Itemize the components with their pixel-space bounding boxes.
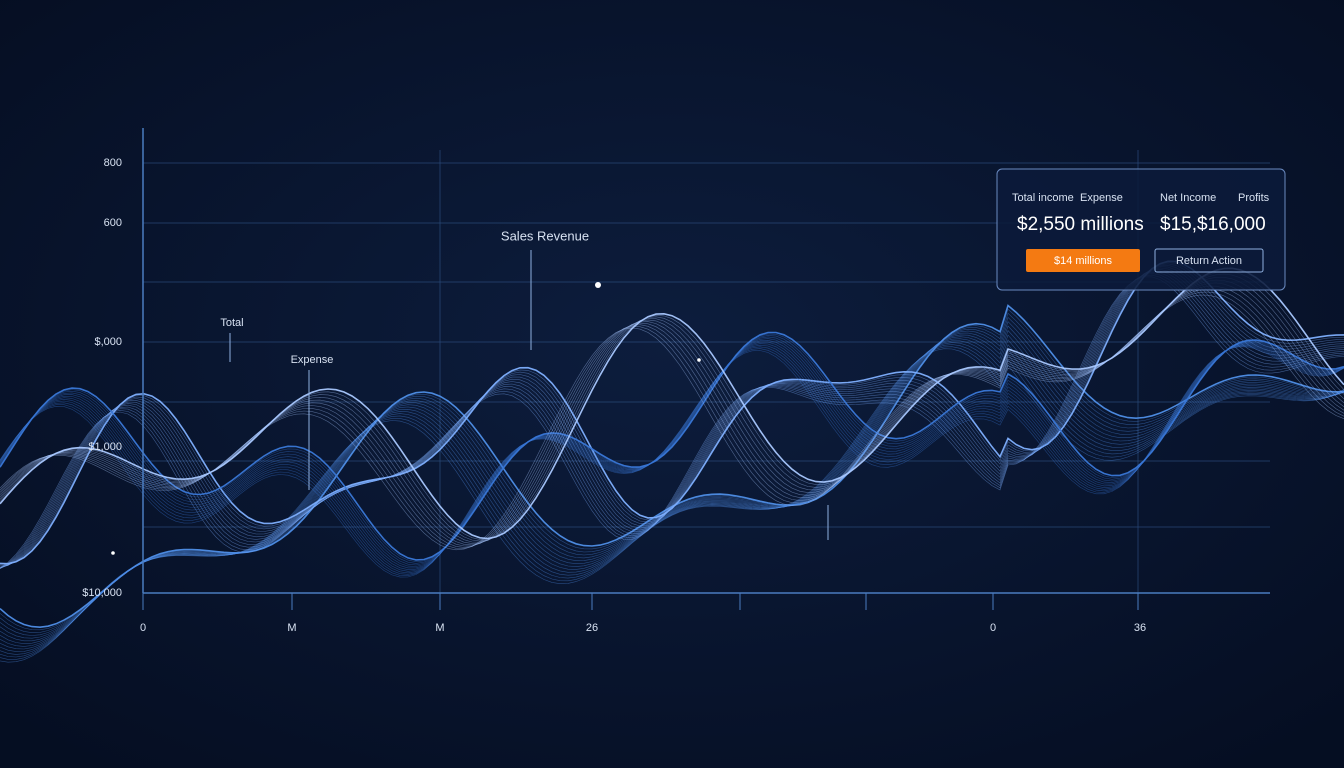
- annotation: Total: [220, 317, 243, 329]
- summary-panel: Total income Expense Net Income Profits …: [996, 168, 1286, 291]
- wave-strand: [0, 270, 1344, 540]
- wave-strand: [0, 344, 1344, 574]
- secondary-button[interactable]: Return Action: [1154, 248, 1264, 273]
- wave-strand: [0, 277, 1344, 543]
- primary-button[interactable]: $14 millions: [1026, 249, 1140, 272]
- wave-strand: [0, 285, 1344, 547]
- button-outline[interactable]: [1154, 248, 1264, 273]
- x-label: 26: [586, 622, 598, 634]
- wave-strand: [0, 338, 1344, 650]
- wave-strand: [0, 271, 1344, 569]
- y-label: $10,000: [82, 587, 122, 599]
- wave-strand: [0, 264, 1344, 567]
- wave-strand: [0, 336, 1344, 566]
- y-label: 600: [104, 217, 122, 229]
- wave-strand: [0, 304, 1344, 629]
- wave-strand: [0, 266, 1344, 568]
- wave-strand: [0, 270, 1344, 569]
- panel-header: Net Income: [1160, 192, 1216, 204]
- wave-strand: [0, 342, 1344, 655]
- wave-strand: [0, 335, 1344, 564]
- wave-strand: [0, 316, 1344, 636]
- wave-strand: [0, 262, 1344, 565]
- x-label: M: [435, 622, 444, 634]
- waves: [0, 260, 1344, 663]
- wave-strand: [0, 346, 1344, 578]
- sparkle: [111, 551, 115, 555]
- button-label[interactable]: $14 millions: [1054, 255, 1113, 267]
- wave-strand: [0, 291, 1344, 549]
- wave-strand: [0, 339, 1344, 569]
- wave-strand: [0, 294, 1344, 551]
- wave-strand: [0, 348, 1344, 663]
- wave-strand: [0, 282, 1344, 546]
- sparkle: [595, 282, 601, 288]
- y-label: $1,000: [88, 441, 122, 453]
- y-label: $,000: [94, 336, 122, 348]
- wave-strand: [0, 341, 1344, 571]
- annotation: Expense: [291, 354, 334, 366]
- panel-value: $2,550 millions: [1017, 214, 1144, 235]
- button-label[interactable]: Return Action: [1176, 255, 1242, 267]
- wave-strand: [0, 267, 1344, 569]
- wave-strand: [0, 279, 1344, 544]
- wave-strand: [0, 274, 1344, 569]
- annotation: Sales Revenue: [501, 228, 589, 243]
- wave-strand: [0, 340, 1344, 652]
- wave-strand: [0, 334, 1344, 647]
- wave-strand: [0, 267, 1344, 540]
- wave-strand: [0, 346, 1344, 660]
- x-label: 36: [1134, 622, 1146, 634]
- wave-strand: [0, 260, 1344, 565]
- wave-strand: [0, 345, 1344, 575]
- y-label: 800: [104, 157, 122, 169]
- wave-strand: [0, 268, 1344, 569]
- sparkle: [697, 358, 701, 362]
- button-background[interactable]: [1026, 249, 1140, 272]
- wave-strand: [0, 321, 1344, 639]
- x-label: 0: [990, 622, 996, 634]
- wave-strand: [0, 325, 1344, 642]
- wave-strand: [0, 276, 1344, 569]
- wave-strand: [0, 263, 1344, 566]
- wave-strand: [0, 329, 1344, 645]
- panel-value: $15,$16,000: [1160, 214, 1266, 235]
- wave-strand: [0, 288, 1344, 548]
- x-label: 0: [140, 622, 146, 634]
- wave-strand: [0, 331, 1344, 561]
- wave-strand: [0, 343, 1344, 572]
- axis-labels: 800 600 $,000 $1,000 $10,000 0 M M 26 0 36: [82, 157, 1146, 634]
- wave-strand: [0, 273, 1344, 569]
- panel-header: Profits: [1238, 192, 1270, 204]
- wave-strand: [0, 333, 1344, 563]
- panel-header: Total income: [1012, 192, 1074, 204]
- wave-strand: [0, 338, 1344, 567]
- wave-strand: [0, 344, 1344, 658]
- wave-strand: [0, 273, 1344, 542]
- x-label: M: [287, 622, 296, 634]
- wave-strand: [0, 345, 1344, 577]
- panel-header: Expense: [1080, 192, 1123, 204]
